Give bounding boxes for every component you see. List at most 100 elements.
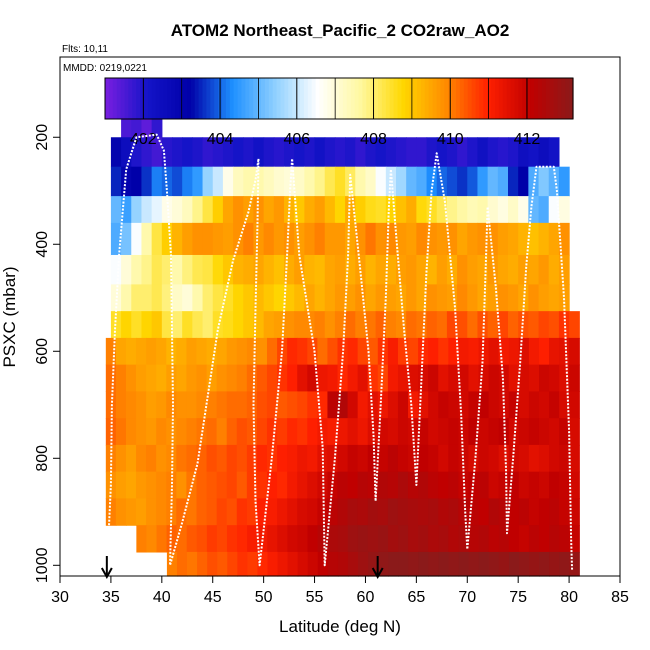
colorbar-swatch bbox=[424, 78, 430, 119]
heatmap-cell bbox=[418, 551, 430, 577]
heatmap-cell bbox=[156, 337, 167, 366]
heatmap-cell bbox=[176, 337, 187, 366]
heatmap-cell bbox=[558, 284, 570, 312]
heatmap-cell bbox=[448, 471, 459, 500]
heatmap-cell bbox=[457, 196, 468, 224]
heatmap-cell bbox=[222, 254, 234, 285]
heatmap-cell bbox=[161, 222, 173, 256]
heatmap-cell bbox=[569, 337, 580, 366]
y-tick-label: 800 bbox=[34, 445, 51, 472]
heatmap-cell bbox=[226, 337, 238, 366]
heatmap-cell bbox=[334, 254, 346, 285]
heatmap-cell bbox=[166, 551, 178, 577]
heatmap-cell bbox=[428, 471, 439, 500]
heatmap-cell bbox=[287, 551, 299, 577]
heatmap-cell bbox=[277, 498, 288, 526]
heatmap-cell bbox=[196, 364, 208, 392]
heatmap-cell bbox=[355, 284, 367, 312]
heatmap-cell bbox=[385, 254, 397, 285]
heatmap-cell bbox=[334, 137, 346, 168]
heatmap-cell bbox=[406, 137, 417, 168]
heatmap-cell bbox=[273, 222, 285, 256]
heatmap-cell bbox=[377, 364, 389, 392]
heatmap-cell bbox=[217, 551, 228, 577]
colorbar-swatch bbox=[190, 78, 196, 119]
heatmap-cell bbox=[110, 137, 122, 168]
heatmap-cell bbox=[448, 391, 459, 419]
heatmap-cell bbox=[263, 166, 275, 197]
colorbar-swatch bbox=[331, 78, 336, 119]
heatmap-cell bbox=[324, 222, 336, 256]
heatmap-cell bbox=[549, 364, 560, 392]
heatmap-cell bbox=[304, 137, 316, 168]
heatmap-cell bbox=[172, 137, 183, 168]
heatmap-cell bbox=[226, 444, 238, 473]
heatmap-cell bbox=[297, 418, 308, 446]
heatmap-cell bbox=[569, 364, 580, 392]
heatmap-cell bbox=[304, 254, 316, 285]
heatmap-cell bbox=[387, 337, 399, 366]
heatmap-cell bbox=[528, 196, 540, 224]
heatmap-cell bbox=[518, 364, 530, 392]
colorbar-swatch bbox=[385, 78, 391, 119]
heatmap-cell bbox=[166, 498, 177, 526]
heatmap-cell bbox=[256, 391, 268, 419]
heatmap-cell bbox=[156, 471, 167, 500]
heatmap-cell bbox=[498, 498, 510, 526]
heatmap-cell bbox=[508, 166, 519, 197]
heatmap-cell bbox=[314, 284, 326, 312]
heatmap-cell bbox=[156, 444, 167, 473]
heatmap-cell bbox=[418, 498, 429, 526]
heatmap-cell bbox=[206, 391, 218, 419]
heatmap-cell bbox=[477, 196, 489, 224]
heatmap-cell bbox=[347, 444, 359, 473]
heatmap-cell bbox=[385, 196, 397, 224]
heatmap-cell bbox=[317, 364, 329, 392]
heatmap-cell bbox=[528, 551, 540, 577]
heatmap-cell bbox=[416, 137, 428, 168]
heatmap-cell bbox=[538, 222, 550, 256]
heatmap-cell bbox=[365, 137, 377, 168]
heatmap-cell bbox=[327, 551, 339, 577]
heatmap-cell bbox=[458, 418, 470, 446]
heatmap-cell bbox=[367, 364, 379, 392]
heatmap-cell bbox=[212, 284, 224, 312]
heatmap-cell bbox=[416, 222, 428, 256]
heatmap-cell bbox=[548, 254, 560, 285]
heatmap-cell bbox=[397, 498, 409, 526]
heatmap-cell bbox=[428, 498, 439, 526]
heatmap-cell bbox=[337, 444, 349, 473]
heatmap-cell bbox=[488, 391, 500, 419]
y-axis-label: PSXC (mbar) bbox=[0, 266, 19, 367]
heatmap-cell bbox=[377, 391, 389, 419]
heatmap-cell bbox=[176, 471, 187, 500]
heatmap-cell bbox=[365, 166, 377, 197]
heatmap-cell bbox=[468, 418, 480, 446]
heatmap-cell bbox=[488, 551, 500, 577]
heatmap-cell bbox=[398, 525, 409, 553]
heatmap-cell bbox=[273, 284, 285, 312]
heatmap-cell bbox=[438, 444, 449, 473]
heatmap-cell bbox=[172, 166, 183, 197]
heatmap-cell bbox=[105, 498, 117, 526]
colorbar-swatch bbox=[557, 78, 562, 119]
heatmap-cell bbox=[277, 444, 288, 473]
heatmap-cell bbox=[297, 525, 309, 553]
heatmap-cell bbox=[202, 166, 214, 197]
heatmap-cell bbox=[222, 166, 234, 197]
heatmap-cell bbox=[498, 337, 510, 366]
heatmap-cell bbox=[263, 196, 275, 224]
heatmap-cell bbox=[337, 418, 349, 446]
heatmap-cell bbox=[458, 444, 470, 473]
heatmap-cell bbox=[317, 525, 329, 553]
colorbar-swatch bbox=[456, 78, 461, 119]
heatmap-cell bbox=[125, 498, 137, 526]
heatmap-cell bbox=[538, 311, 550, 339]
heatmap-cell bbox=[347, 498, 359, 526]
colorbar-swatch bbox=[171, 78, 176, 119]
heatmap-cell bbox=[377, 418, 389, 446]
heatmap-cell bbox=[549, 444, 560, 473]
heatmap-cell bbox=[146, 418, 157, 446]
heatmap-cell bbox=[284, 254, 295, 285]
heatmap-cell bbox=[196, 471, 208, 500]
